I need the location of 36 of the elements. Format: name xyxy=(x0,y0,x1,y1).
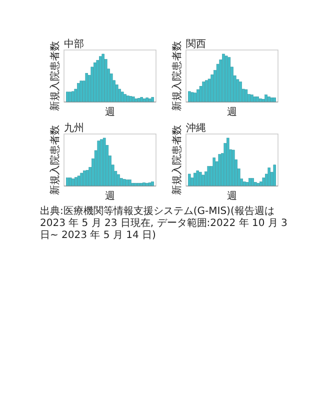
bar xyxy=(188,174,191,186)
bar xyxy=(262,178,265,186)
bar xyxy=(90,66,94,102)
x-axis-title: 週 xyxy=(105,107,115,118)
chart-title: 関西 xyxy=(186,39,206,50)
bar xyxy=(212,158,216,186)
bar xyxy=(132,96,135,102)
bar xyxy=(124,94,126,102)
bar xyxy=(232,150,235,186)
y-axis-title: 新規入院患者数 xyxy=(171,41,183,111)
bar xyxy=(268,168,270,186)
bar xyxy=(194,172,196,186)
bar xyxy=(151,182,154,186)
source-note: 出典:医療機関等情報支援システム(G-MIS)(報告週は 2023 年 5 月 23 日現在, データ範囲:2022 年 10 月 3 日~ 2023 年 5 月 14 日) xyxy=(40,206,288,242)
bar xyxy=(117,174,120,186)
y-axis-title: 新規入院患者数 xyxy=(171,125,183,195)
bar xyxy=(239,82,242,102)
y-axis-title: 新規入院患者数 xyxy=(49,41,61,111)
bar xyxy=(273,164,276,186)
bar xyxy=(121,92,124,102)
x-axis-title: 週 xyxy=(227,191,237,202)
x-axis-title: 週 xyxy=(105,191,115,202)
bar xyxy=(264,94,268,102)
x-axis-title: 週 xyxy=(227,107,237,118)
bar xyxy=(151,97,154,102)
bar xyxy=(273,98,276,102)
bar xyxy=(80,172,84,186)
chart-title: 九州 xyxy=(64,122,84,134)
y-axis-title: 新規入院患者数 xyxy=(49,125,61,195)
bar xyxy=(251,178,254,186)
chart-title: 沖縄 xyxy=(186,122,206,134)
chart-title: 中部 xyxy=(64,38,84,50)
bar xyxy=(77,176,80,186)
bar xyxy=(118,88,121,102)
bar xyxy=(244,89,248,102)
bar xyxy=(128,180,132,186)
